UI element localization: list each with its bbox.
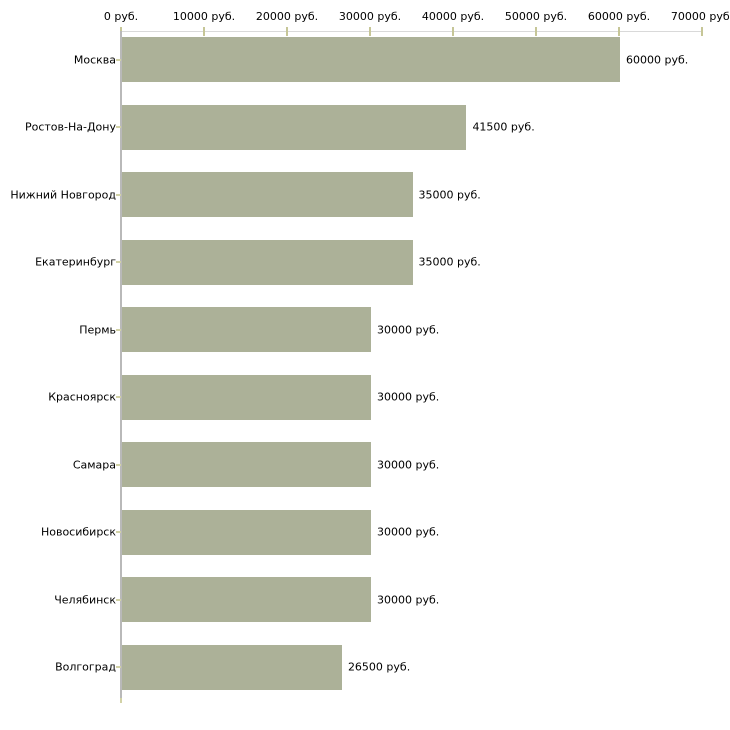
y-axis-end-tick [120,698,122,703]
bar [122,104,467,150]
category-tick [116,261,121,263]
category-label: Самара [72,458,116,471]
x-axis-tick-mark [535,27,537,36]
category-label: Пермь [79,323,116,336]
category-tick [116,598,121,601]
category-tick [116,126,121,128]
x-axis-tick-label: 20000 руб. [255,10,319,23]
value-label: 60000 руб. [626,53,689,66]
x-axis-tick-mark [203,27,205,36]
value-label: 30000 руб. [377,458,440,471]
bar [122,374,371,420]
category-label: Волгоград [55,660,116,674]
value-label: 35000 руб. [418,255,481,269]
x-axis-tick-label: 10000 руб. [172,10,236,23]
category-label: Красноярск [48,390,116,404]
x-axis-tick-label: 50000 руб. [504,10,568,23]
bar [122,239,413,285]
bar [122,509,371,555]
bar [122,577,371,622]
x-axis-tick-label: 60000 руб. [587,10,651,23]
category-tick [116,396,121,398]
x-axis-tick-mark [618,27,620,36]
value-label: 30000 руб. [377,323,440,336]
category-tick [116,193,121,196]
category-tick [116,463,121,466]
category-tick [116,666,121,668]
category-label: Новосибирск [40,525,116,539]
category-label: Москва [73,53,116,66]
category-tick [116,58,121,61]
x-axis-tick-mark [369,27,371,36]
bar [122,172,413,217]
x-axis-tick-label: 0 руб. [103,10,139,23]
value-label: 30000 руб. [377,390,440,404]
category-tick [116,531,121,533]
bar [122,442,371,487]
x-axis-tick-label: 30000 руб. [338,10,402,23]
bar [122,37,620,82]
category-label: Екатеринбург [35,255,116,269]
value-label: 35000 руб. [418,188,481,201]
y-axis-line [120,31,122,698]
category-label: Ростов-На-Дону [24,120,116,134]
x-axis-tick-mark [452,27,454,36]
value-label: 30000 руб. [377,593,440,606]
x-axis-tick-label: 70000 руб. [670,10,730,23]
bar [122,644,342,690]
category-label: Челябинск [54,593,116,606]
value-label: 41500 руб. [472,120,535,134]
category-label: Нижний Новгород [10,188,116,201]
x-axis-tick-mark [286,27,288,36]
value-label: 26500 руб. [347,660,411,674]
x-axis-tick-label: 40000 руб. [421,10,485,23]
x-axis-tick-mark [701,27,703,36]
value-label: 30000 руб. [377,525,440,539]
category-tick [116,328,121,331]
bar [122,307,371,352]
x-axis-line [121,31,703,32]
